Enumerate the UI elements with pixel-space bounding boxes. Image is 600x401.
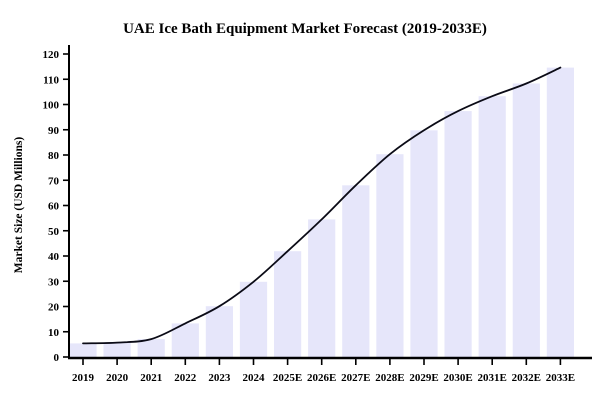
y-tick-label-20: 20 bbox=[48, 302, 60, 314]
bar-2024 bbox=[239, 281, 268, 357]
x-tick-label-2030E: 2030E bbox=[443, 372, 472, 384]
x-tick-label-2028E: 2028E bbox=[375, 372, 404, 384]
y-tick-label-80: 80 bbox=[48, 150, 60, 162]
trend-line-group bbox=[82, 66, 562, 345]
bar-2028E bbox=[376, 154, 404, 357]
y-tick-label-60: 60 bbox=[48, 201, 60, 213]
y-tick-label-10: 10 bbox=[48, 327, 60, 339]
y-tick-label-100: 100 bbox=[43, 100, 60, 112]
x-tick-label-2026E: 2026E bbox=[307, 372, 336, 384]
bar-2033E bbox=[546, 67, 574, 357]
x-tick-label-2029E: 2029E bbox=[409, 372, 438, 384]
bar-2029E bbox=[410, 130, 438, 357]
x-tick-label-2025E: 2025E bbox=[273, 372, 302, 384]
bar-2021 bbox=[137, 339, 165, 357]
x-tick-label-2033E: 2033E bbox=[546, 372, 575, 384]
y-axis-ticks: 0 10 20 30 40 50 60 70 80 90 100 110 120 bbox=[43, 49, 69, 364]
x-tick-label-2024: 2024 bbox=[243, 372, 266, 384]
bar-2030E bbox=[444, 111, 472, 357]
bars-group bbox=[69, 67, 574, 357]
x-tick-label-2027E: 2027E bbox=[341, 372, 370, 384]
chart-title: UAE Ice Bath Equipment Market Forecast (… bbox=[123, 21, 487, 37]
trend-line bbox=[82, 66, 562, 345]
bar-2027E bbox=[342, 185, 370, 357]
y-tick-label-50: 50 bbox=[48, 226, 60, 238]
bar-2032E bbox=[512, 83, 540, 357]
y-tick-label-120: 120 bbox=[43, 49, 60, 61]
x-tick-label-2022: 2022 bbox=[174, 372, 197, 384]
bar-2019 bbox=[69, 343, 97, 357]
y-tick-label-90: 90 bbox=[48, 125, 60, 137]
y-tick-label-0: 0 bbox=[54, 352, 60, 364]
x-tick-label-2019: 2019 bbox=[72, 372, 95, 384]
bar-2020 bbox=[103, 342, 131, 357]
x-tick-label-2032E: 2032E bbox=[512, 372, 541, 384]
x-tick-label-2020: 2020 bbox=[106, 372, 129, 384]
x-axis-ticks: 2019 2020 2021 2022 2023 2024 2025E 2026E 2027E 2… bbox=[72, 359, 575, 384]
x-tick-label-2031E: 2031E bbox=[478, 372, 507, 384]
y-tick-label-30: 30 bbox=[48, 276, 60, 288]
x-tick-label-2023: 2023 bbox=[208, 372, 231, 384]
bar-2025E bbox=[274, 251, 302, 357]
y-tick-label-70: 70 bbox=[48, 175, 60, 187]
y-tick-label-40: 40 bbox=[48, 251, 60, 263]
bar-2026E bbox=[308, 219, 336, 357]
y-tick-label-110: 110 bbox=[43, 74, 59, 86]
y-axis-label: Market Size (USD Millions) bbox=[13, 137, 25, 274]
bar-2031E bbox=[478, 96, 506, 357]
x-tick-label-2021: 2021 bbox=[140, 372, 162, 384]
bar-2023 bbox=[205, 306, 233, 357]
